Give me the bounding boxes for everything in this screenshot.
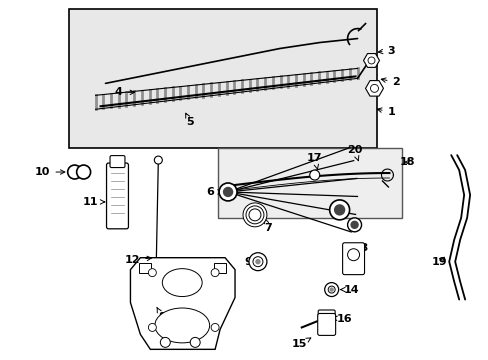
Text: 9: 9 bbox=[244, 257, 257, 267]
Text: 5: 5 bbox=[185, 113, 194, 127]
Text: 1: 1 bbox=[377, 107, 394, 117]
Circle shape bbox=[67, 165, 81, 179]
Text: 17: 17 bbox=[306, 153, 322, 169]
Text: 13: 13 bbox=[353, 243, 368, 253]
Circle shape bbox=[211, 269, 219, 276]
Circle shape bbox=[160, 337, 170, 347]
Text: 18: 18 bbox=[399, 157, 414, 167]
Circle shape bbox=[77, 165, 90, 179]
FancyBboxPatch shape bbox=[110, 156, 125, 167]
Text: 16: 16 bbox=[332, 314, 352, 324]
Bar bbox=[139, 263, 151, 273]
Circle shape bbox=[367, 57, 374, 64]
Circle shape bbox=[365, 57, 373, 64]
Circle shape bbox=[334, 205, 344, 215]
Text: 2: 2 bbox=[381, 77, 400, 87]
Circle shape bbox=[219, 183, 237, 201]
Ellipse shape bbox=[155, 308, 209, 343]
FancyBboxPatch shape bbox=[342, 243, 364, 275]
Circle shape bbox=[329, 200, 349, 220]
Circle shape bbox=[223, 188, 232, 197]
Circle shape bbox=[329, 288, 332, 291]
Bar bbox=[214, 263, 225, 273]
Circle shape bbox=[190, 337, 200, 347]
Text: 3: 3 bbox=[378, 45, 394, 55]
Circle shape bbox=[347, 218, 361, 232]
Text: 15: 15 bbox=[291, 338, 310, 349]
Text: 6: 6 bbox=[206, 187, 222, 197]
Circle shape bbox=[327, 286, 334, 293]
Circle shape bbox=[252, 257, 263, 267]
Circle shape bbox=[370, 84, 378, 92]
FancyBboxPatch shape bbox=[318, 310, 334, 323]
FancyBboxPatch shape bbox=[106, 163, 128, 229]
Circle shape bbox=[350, 221, 357, 228]
Text: 10: 10 bbox=[35, 167, 65, 177]
Circle shape bbox=[248, 253, 266, 271]
Ellipse shape bbox=[162, 269, 202, 297]
Circle shape bbox=[324, 283, 338, 297]
Text: 4: 4 bbox=[114, 87, 134, 97]
Text: 19: 19 bbox=[430, 257, 446, 267]
Circle shape bbox=[255, 260, 260, 264]
Circle shape bbox=[148, 269, 156, 276]
Circle shape bbox=[309, 170, 319, 180]
Circle shape bbox=[154, 156, 162, 164]
Text: 12: 12 bbox=[124, 255, 151, 265]
Circle shape bbox=[245, 206, 264, 224]
Circle shape bbox=[211, 323, 219, 332]
Text: 20: 20 bbox=[346, 145, 362, 161]
Circle shape bbox=[148, 323, 156, 332]
Polygon shape bbox=[130, 258, 235, 349]
Bar bbox=[218, 148, 402, 218]
Circle shape bbox=[248, 209, 261, 221]
Text: 7: 7 bbox=[264, 219, 271, 233]
Text: 11: 11 bbox=[82, 197, 104, 207]
FancyBboxPatch shape bbox=[317, 314, 335, 336]
Circle shape bbox=[243, 203, 266, 227]
Circle shape bbox=[347, 249, 359, 261]
Bar bbox=[68, 9, 377, 148]
Text: 14: 14 bbox=[340, 284, 359, 294]
Text: 8: 8 bbox=[157, 307, 166, 323]
